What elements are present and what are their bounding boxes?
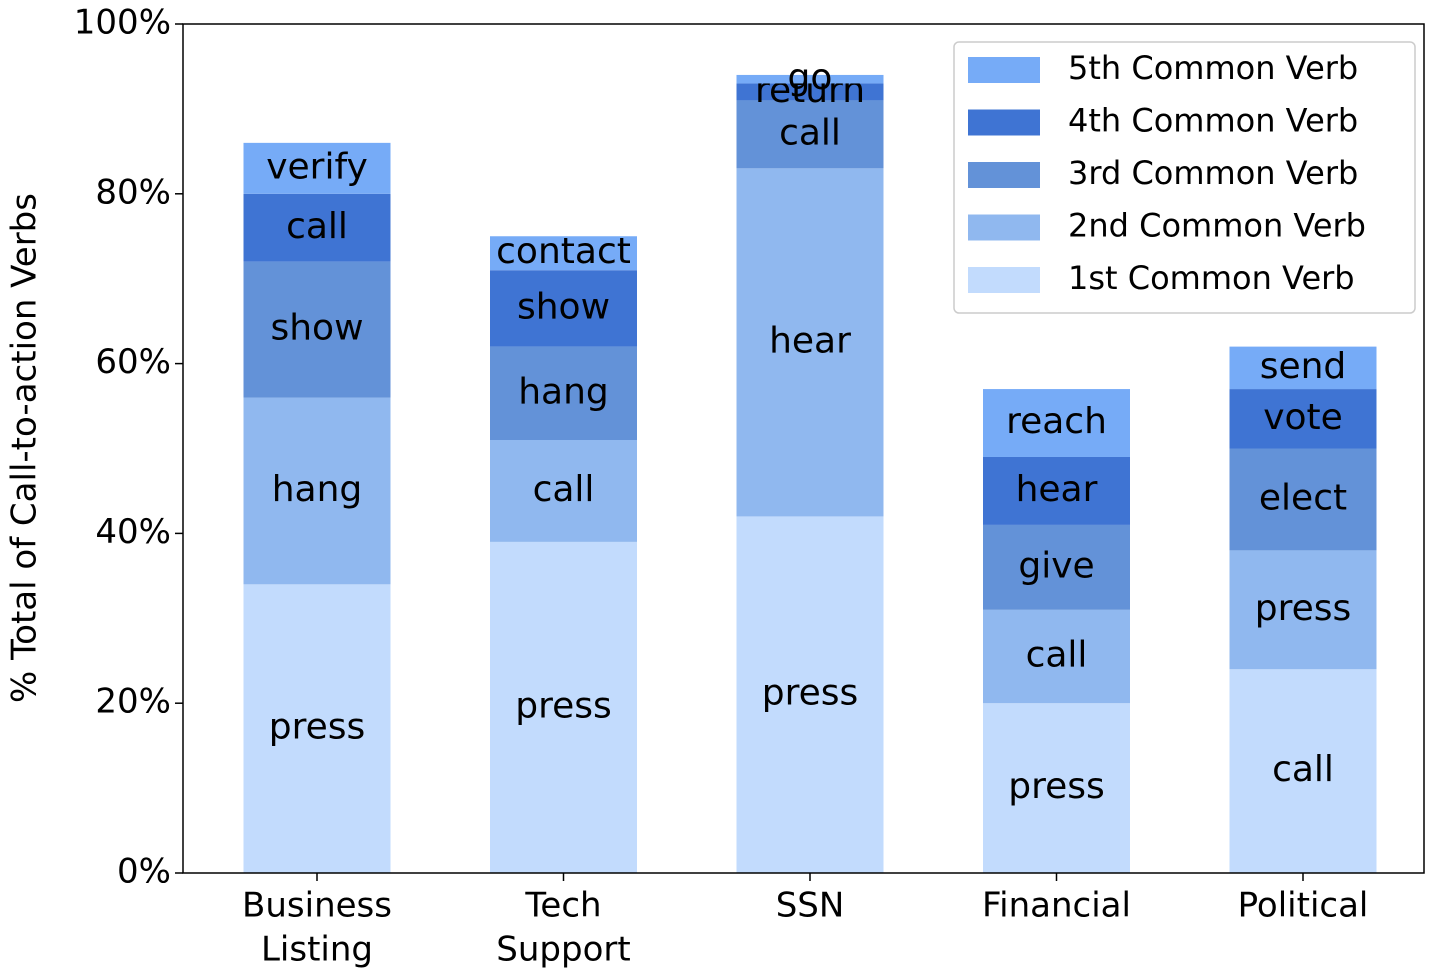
bar-segment [736, 168, 884, 517]
bar-segment [490, 541, 637, 873]
segment-label: call [779, 112, 841, 153]
x-tick-label: Financial [982, 886, 1131, 926]
bar-segment [736, 516, 884, 873]
segment-label: reach [1006, 401, 1107, 442]
y-tick-label: 80% [95, 172, 171, 212]
legend-label: 5th Common Verb [1068, 49, 1358, 87]
legend-label: 3rd Common Verb [1068, 154, 1358, 192]
segment-label: elect [1259, 477, 1347, 518]
x-tick-label: Political [1238, 886, 1369, 926]
bar-segment [1229, 346, 1377, 390]
x-tick-label: Listing [261, 930, 373, 970]
legend-swatch [968, 57, 1040, 83]
bar-segment [1229, 389, 1377, 449]
segment-label: show [270, 308, 363, 349]
legend-label: 4th Common Verb [1068, 102, 1358, 140]
bar-segment [243, 397, 391, 585]
legend-label: 2nd Common Verb [1068, 207, 1366, 245]
bar-segment [1229, 448, 1377, 551]
x-tick-label: SSN [776, 886, 845, 926]
bar-segment [736, 100, 884, 169]
segment-label: send [1260, 346, 1347, 387]
bar-segment [736, 83, 884, 101]
segment-label: press [1255, 588, 1352, 629]
x-tick-label: Business [242, 886, 392, 926]
y-tick-label: 60% [95, 342, 171, 382]
segment-label: hang [272, 469, 363, 510]
bar-segment [983, 703, 1130, 873]
y-tick-label: 0% [117, 852, 171, 892]
bar-segment [1229, 550, 1377, 670]
segment-label: verify [266, 146, 368, 187]
y-tick-label: 20% [95, 682, 171, 722]
bar-segment [243, 261, 391, 398]
bar-segment [490, 236, 637, 271]
legend-box [953, 41, 1416, 314]
segment-label: vote [1263, 397, 1343, 438]
legend-swatch [968, 162, 1040, 188]
segment-label: give [1018, 545, 1094, 586]
plot-frame [182, 23, 1425, 874]
segment-label: press [269, 707, 366, 748]
legend-swatch [968, 267, 1040, 293]
segment-label: hear [1016, 469, 1098, 510]
bar-segment [490, 346, 637, 441]
segment-label: call [1026, 635, 1088, 676]
bar-segment [490, 440, 637, 542]
bar-segment [1229, 669, 1377, 873]
y-tick-label: 40% [95, 512, 171, 552]
segment-label: hang [518, 371, 609, 412]
legend-swatch [968, 109, 1040, 136]
segment-label: press [1008, 766, 1105, 807]
x-tick-label: Support [496, 930, 630, 970]
bar-segment [736, 74, 884, 84]
y-axis-label: % Total of Call-to-action Verbs [5, 193, 45, 703]
bar-segment [243, 142, 391, 194]
segment-label: press [762, 673, 859, 714]
y-tick-label: 100% [74, 3, 171, 43]
segment-label: go [788, 57, 833, 98]
segment-label: call [1272, 749, 1334, 790]
x-tick-label: Tech [524, 886, 601, 926]
bar-segment [490, 270, 637, 347]
segment-label: hear [769, 320, 851, 361]
segment-label: call [533, 469, 595, 510]
segment-label: call [286, 206, 348, 247]
segment-label: show [517, 286, 610, 327]
bar-segment [243, 584, 391, 873]
segment-label: contact [496, 231, 631, 272]
segment-label: press [515, 685, 612, 726]
bar-segment [983, 609, 1130, 704]
bar-segment [243, 193, 391, 262]
legend-swatch [968, 214, 1040, 241]
legend-label: 1st Common Verb [1068, 259, 1355, 297]
bar-segment [983, 456, 1130, 525]
bar-segment [983, 389, 1130, 457]
bar-segment [983, 524, 1130, 610]
